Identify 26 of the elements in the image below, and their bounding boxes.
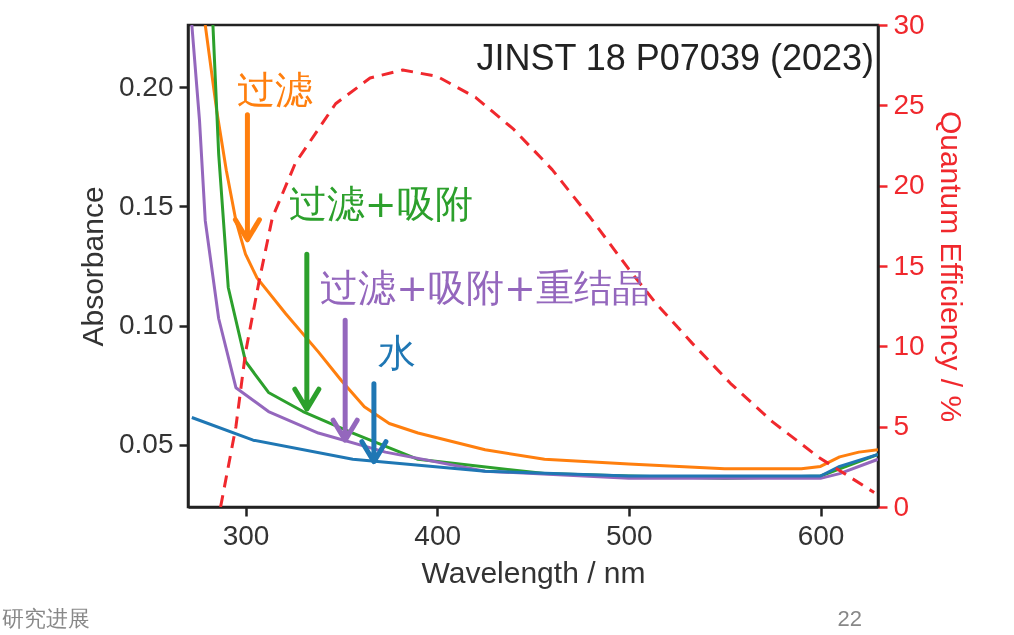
x-tick-label: 600 [797,519,845,551]
text: 研究进展 [2,606,90,631]
annotation: 过滤+吸附+重结晶 [320,265,650,310]
y2-tick-label: 20 [893,169,925,201]
text: 22 [837,606,862,631]
annotation: 水 [377,331,416,376]
annotation: JINST 18 P07039 (2023) [476,37,874,78]
x-axis-title: Wavelength / nm [421,555,646,589]
y2-tick-label: 0 [893,490,910,522]
y2-axis-title: Quantum Efficiency / % [934,110,968,423]
y-tick-label: 0.05 [119,428,174,460]
y2-tick-label: 5 [893,410,910,442]
x-tick-label: 500 [605,519,653,551]
x-tick-label: 400 [414,519,462,551]
y-tick-label: 0.15 [119,189,174,221]
y2-tick-label: 25 [893,88,925,120]
line-series [190,416,878,478]
y2-tick-label: 10 [893,329,925,361]
y2-tick-label: 30 [893,8,925,40]
y2-tick-label: 15 [893,249,925,281]
y-axis-title: Absorbance [76,186,109,347]
y-tick-label: 0.10 [119,309,174,341]
y-tick-label: 0.20 [119,70,174,102]
x-tick-label: 300 [222,519,270,551]
annotation: 过滤 [237,68,314,113]
annotation: 过滤+吸附 [288,181,473,226]
